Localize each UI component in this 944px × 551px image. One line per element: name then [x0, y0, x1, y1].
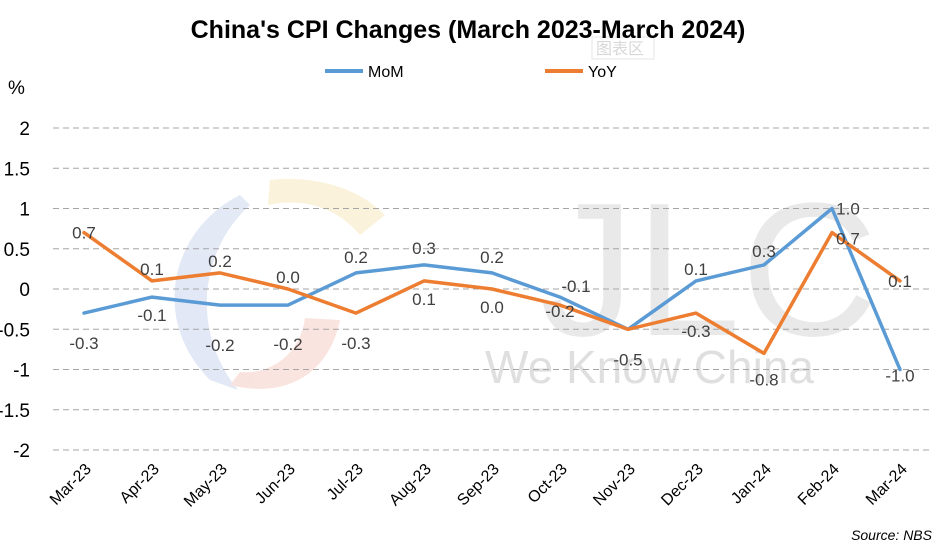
mom-data-label: 0.3	[412, 239, 436, 258]
y-tick-label: -1	[13, 361, 30, 382]
yoy-data-label: 0.0	[276, 268, 300, 287]
mom-data-label: -0.5	[613, 350, 642, 369]
mom-data-label: 0.2	[344, 248, 368, 267]
yoy-series-line	[82, 230, 902, 356]
yoy-data-label: -0.3	[681, 322, 710, 341]
source-note: Source: NBS	[851, 527, 933, 543]
y-tick-label: 2	[19, 119, 30, 140]
y-tick-label: -2	[13, 441, 30, 462]
x-tick-label: Mar-23	[47, 461, 95, 509]
mom-data-label: -0.2	[273, 335, 302, 354]
mom-data-label: -1.0	[885, 367, 914, 386]
y-axis-ticks: 2 1.5 1 0.5 0 -0.5 -1 -1.5 -2	[0, 119, 30, 462]
legend-yoy-label: YoY	[588, 64, 617, 81]
mom-data-label: 1.0	[836, 200, 860, 219]
x-tick-label: Oct-23	[525, 461, 571, 507]
yoy-data-label: 0.7	[72, 224, 96, 243]
watermark-logo	[174, 179, 385, 390]
yoy-data-label: -0.3	[341, 334, 370, 353]
y-tick-label: -0.5	[0, 320, 30, 341]
y-tick-label: -1.5	[0, 401, 30, 422]
x-tick-label: Sep-23	[454, 461, 503, 510]
data-labels: -0.3 -0.1 -0.2 -0.2 0.2 0.3 0.2 -0.1 -0.5 0.1 0.3 1…	[69, 200, 914, 390]
yoy-data-label: -0.8	[749, 370, 778, 389]
y-tick-label: 0	[19, 280, 30, 301]
x-tick-label: Apr-23	[117, 461, 163, 507]
yoy-data-label: 0.1	[140, 260, 164, 279]
y-axis-unit-label: %	[8, 78, 25, 99]
mom-data-label: 0.2	[480, 248, 504, 267]
watermark-badge: 图表区	[591, 36, 655, 60]
mom-series-line	[82, 206, 902, 372]
x-tick-label: May-23	[181, 461, 231, 511]
x-tick-label: Mar-24	[863, 461, 911, 509]
yoy-data-label: 0.7	[836, 230, 860, 249]
yoy-data-label: -0.2	[545, 302, 574, 321]
mom-data-label: 0.3	[752, 242, 776, 261]
watermark-badge-text: 图表区	[596, 40, 644, 58]
mom-data-label: -0.1	[561, 277, 590, 296]
yoy-data-label: 0.2	[208, 252, 232, 271]
legend: MoM YoY	[325, 64, 617, 81]
y-tick-label: 1	[19, 200, 30, 221]
x-tick-label: Dec-23	[658, 461, 707, 510]
mom-data-label: 0.1	[684, 260, 708, 279]
mom-data-label: -0.2	[205, 336, 234, 355]
x-tick-label: Feb-24	[795, 461, 843, 509]
x-tick-label: Jun-23	[252, 461, 299, 508]
y-tick-label: 0.5	[4, 240, 30, 261]
x-tick-label: Jan-24	[728, 461, 775, 508]
yoy-data-label: 0.1	[888, 272, 912, 291]
mom-data-label: -0.3	[69, 334, 98, 353]
x-axis-ticks: Mar-23 Apr-23 May-23 Jun-23 Jul-23 Aug-23 Sep-…	[47, 461, 911, 511]
chart-title: China's CPI Changes (March 2023-March 20…	[191, 16, 746, 44]
yoy-data-label: 0.0	[480, 298, 504, 317]
yoy-data-label: 0.1	[412, 290, 436, 309]
watermark-brand: JLC	[540, 164, 878, 376]
y-tick-label: 1.5	[4, 159, 30, 180]
x-tick-label: Nov-23	[590, 461, 639, 510]
x-tick-label: Aug-23	[386, 461, 435, 510]
mom-data-label: -0.1	[137, 306, 166, 325]
x-tick-label: Jul-23	[324, 461, 367, 504]
legend-mom-label: MoM	[368, 64, 404, 81]
series-lines	[82, 206, 902, 372]
